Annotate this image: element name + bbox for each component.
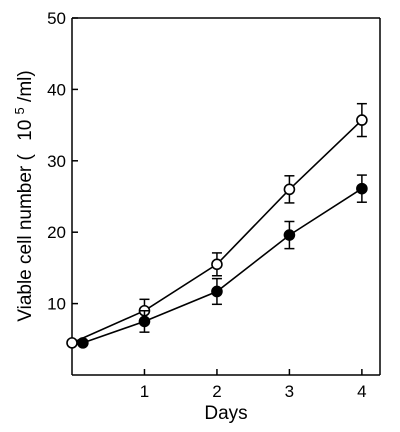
x-tick-label: 4 <box>357 382 366 401</box>
y-axis-title: Viable cell number ( 10 5 /ml) <box>8 70 36 321</box>
open-circle-marker <box>66 337 78 349</box>
y-tick-label: 30 <box>47 152 66 171</box>
filled-circle-marker <box>283 229 296 241</box>
series-1 <box>66 102 368 349</box>
x-ticks: 1 2 3 4 <box>140 369 367 401</box>
y-tick-label: 50 <box>47 9 66 28</box>
y-axis-title-unit-base: 10 <box>15 120 36 141</box>
y-tick-label: 20 <box>47 223 66 242</box>
x-tick-label: 3 <box>285 382 294 401</box>
plot-area <box>71 17 381 376</box>
y-tick-label: 40 <box>47 80 66 99</box>
y-tick-label: 10 <box>47 295 66 314</box>
y-axis-title-unit-tail: /ml) <box>15 70 36 102</box>
open-circle-marker <box>356 114 368 126</box>
filled-circle-marker <box>356 182 368 195</box>
y-axis-title-unit-exp: 5 <box>12 107 27 114</box>
filled-circle-marker <box>211 285 223 298</box>
series-layer <box>66 102 368 349</box>
open-circle-marker <box>211 258 223 271</box>
y-axis-title-main: Viable cell number ( <box>15 153 36 321</box>
x-tick-label: 2 <box>212 382 221 401</box>
y-ticks: 10 20 30 40 50 <box>47 9 78 314</box>
open-circle-marker <box>283 183 296 196</box>
filled-circle-marker <box>77 337 89 349</box>
x-axis-title: Days <box>204 403 247 424</box>
filled-circle-marker <box>138 315 151 328</box>
x-tick-label: 1 <box>140 382 149 401</box>
series-line <box>71 119 363 344</box>
series-2 <box>77 174 368 349</box>
